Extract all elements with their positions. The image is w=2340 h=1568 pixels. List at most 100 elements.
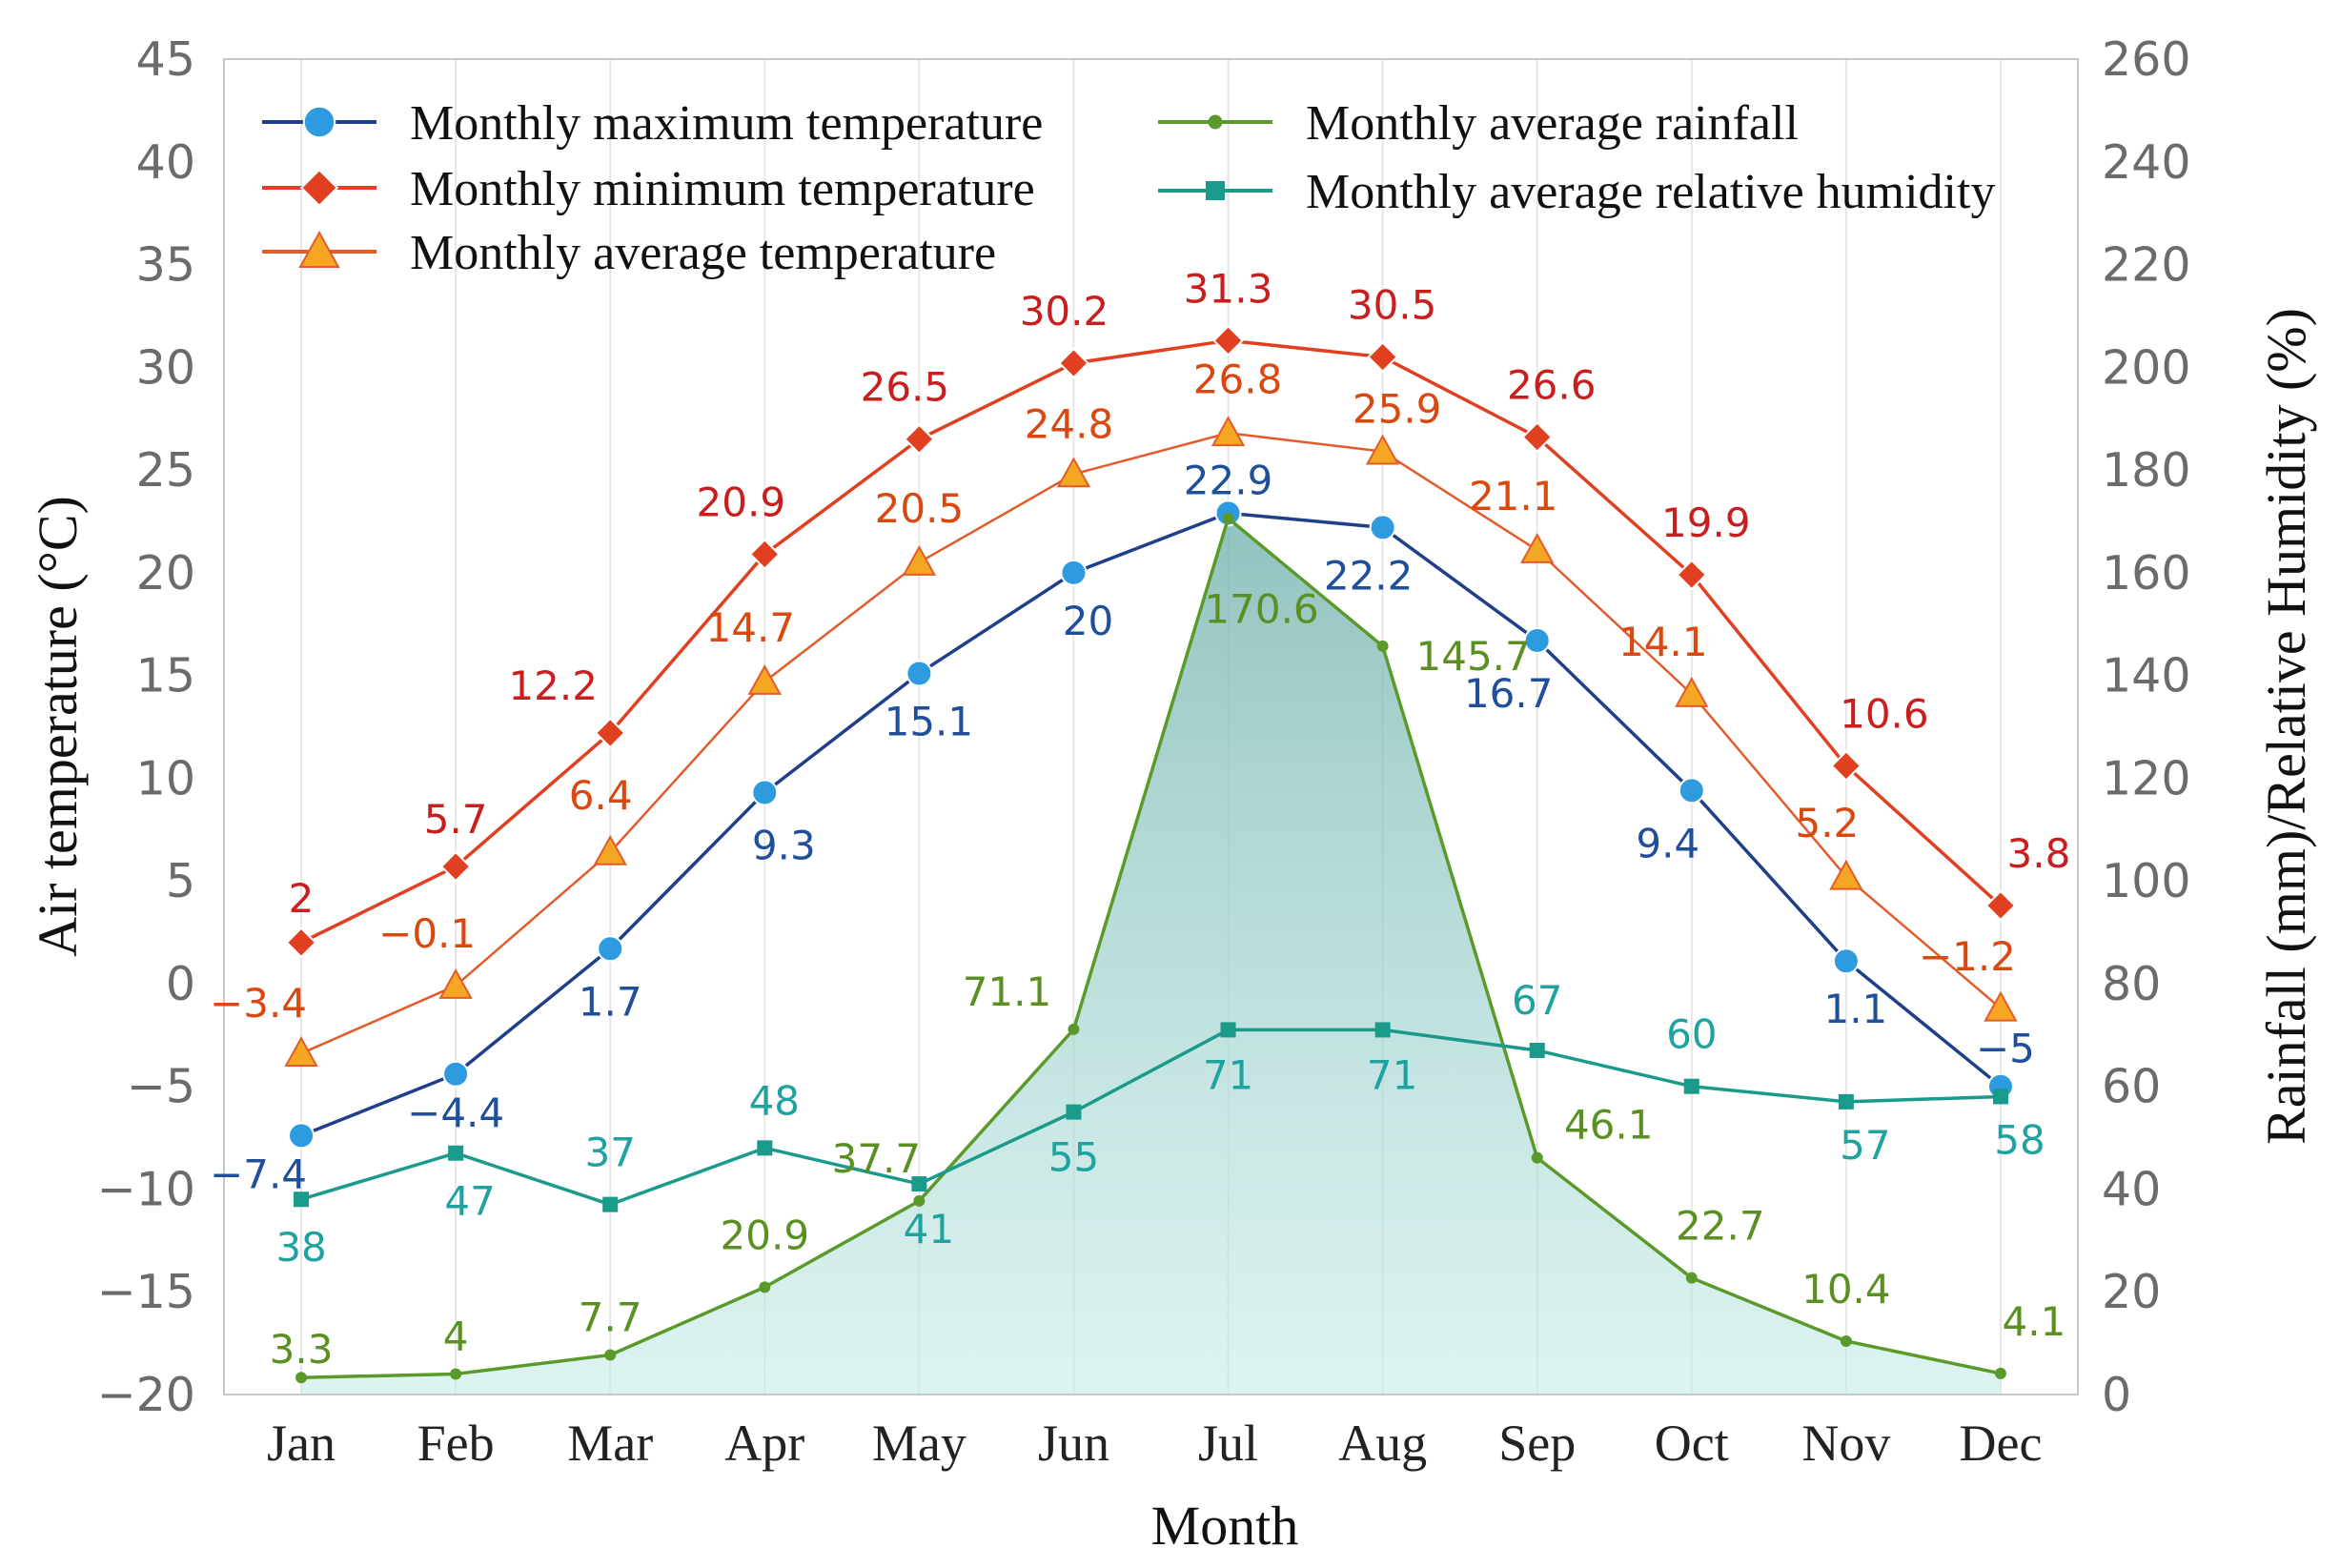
data-point-marker [1376,640,1389,652]
data-label: 30.5 [1348,282,1437,329]
x-tick-label: Apr [724,1415,804,1472]
x-tick-label: Mar [567,1415,653,1472]
left-tick-label: 30 [136,340,195,395]
data-point-marker [1678,777,1705,804]
data-point-marker [438,968,473,999]
data-point-marker [1058,347,1089,379]
right-tick-label: 40 [2102,1162,2161,1216]
data-point-marker [1365,434,1400,465]
data-point-marker [757,1140,773,1156]
x-axis-title: Month [1151,1495,1299,1557]
data-point-marker [748,539,781,570]
x-tick-label: Sep [1498,1415,1576,1472]
data-label: 26.8 [1193,356,1283,402]
data-point-marker [1520,533,1555,563]
data-label: 6.4 [569,772,633,819]
left-tick-label: 45 [136,32,195,87]
data-point-marker [602,1196,619,1212]
right-tick-label: 220 [2102,238,2191,293]
right-tick-label: 260 [2102,32,2191,87]
data-point-marker [1374,1022,1391,1038]
right-tick-label: 0 [2102,1368,2131,1422]
data-point-marker [284,1036,318,1068]
x-tick-label: Jan [267,1415,336,1472]
left-tick-label: 20 [136,546,195,601]
data-point-marker [905,660,933,687]
left-tick-label: 0 [166,957,195,1011]
data-label: −5 [1976,1026,2035,1072]
data-label: 10.6 [1840,690,1929,737]
grid-lines [300,59,2002,1395]
data-label: 60 [1666,1011,1717,1058]
series-line [300,511,2003,1138]
data-label: 38 [275,1224,326,1271]
right-tick-label: 100 [2102,854,2191,908]
x-axis-ticks: Jan Feb Mar Apr May Jun Jul Aug Sep Oct Nov Dec [267,1415,2042,1472]
data-label: 9.3 [752,822,816,868]
data-point-marker [1222,512,1234,524]
data-label: 22.9 [1184,457,1273,503]
left-tick-label: 35 [136,238,195,293]
left-tick-label: 25 [136,443,195,498]
data-label: 4.1 [2003,1298,2066,1345]
data-label: 10.4 [1801,1266,1891,1313]
data-label: 16.7 [1464,670,1554,717]
legend: Monthly maximum temperature Monthly minim… [262,96,1995,280]
data-point-marker [1068,1023,1080,1035]
data-point-marker [285,927,317,959]
data-point-marker [1685,1272,1698,1284]
series-line [300,1028,2002,1207]
data-point-marker [450,1368,462,1380]
data-point-marker [294,1191,310,1208]
data-label: 26.6 [1507,362,1597,409]
data-point-marker [1984,990,2018,1022]
series-layer [284,324,2018,1384]
right-tick-label: 80 [2102,957,2161,1011]
data-label: 1.1 [1823,986,1887,1032]
legend-label: Monthly average rainfall [1306,96,1799,151]
data-point-marker [1367,341,1399,373]
data-point-marker [439,850,472,883]
legend-label: Monthly average temperature [410,226,996,280]
data-point-marker [903,423,935,456]
data-point-marker [911,1176,927,1192]
data-point-marker [295,1372,308,1384]
data-label: 20.9 [697,479,786,525]
left-tick-label: 15 [136,649,195,703]
data-label: 3.8 [2007,830,2071,877]
legend-marker [1206,181,1225,200]
legend-label: Monthly minimum temperature [410,162,1035,216]
left-tick-label: 5 [166,854,195,908]
data-point-marker [1220,1022,1236,1038]
right-tick-label: 140 [2102,649,2191,703]
data-label: 48 [749,1077,800,1124]
series-line [300,338,2003,945]
data-label: 5.2 [1795,800,1859,846]
x-tick-label: Nov [1801,1415,1890,1472]
rainfall-area [301,518,2001,1395]
left-axis-ticks: 45 40 35 30 25 20 15 10 5 0 −5 −10 −15 −20 [97,32,195,1422]
data-point-marker [1994,1367,2006,1379]
data-label: 14.1 [1618,619,1708,665]
legend-label: Monthly maximum temperature [410,96,1043,151]
data-label: 4 [443,1313,469,1359]
data-label: 9.4 [1636,820,1699,866]
data-label: −0.1 [378,910,476,957]
data-point-marker [1521,421,1554,454]
x-tick-label: Oct [1655,1415,1729,1472]
data-label: 2 [289,875,315,922]
data-label: 15.1 [885,698,974,744]
rainfall-area-fill [301,518,2001,1395]
data-label: −4.4 [407,1089,504,1136]
data-label: 7.7 [579,1294,642,1341]
data-point-marker [759,1281,771,1293]
data-label: 14.7 [706,604,796,651]
data-point-marker [1676,559,1708,591]
data-point-marker [1211,416,1246,447]
plot-frame [223,58,2079,1395]
data-label: 21.1 [1469,473,1558,519]
data-label: 22.7 [1676,1203,1765,1250]
data-label: 3.3 [270,1326,334,1373]
data-labels-layer: −7.4 −4.4 1.7 9.3 15.1 20 22.9 22.2 16.7 9.4 1.1 −5… [210,265,2070,1373]
x-tick-label: Dec [1959,1415,2042,1472]
